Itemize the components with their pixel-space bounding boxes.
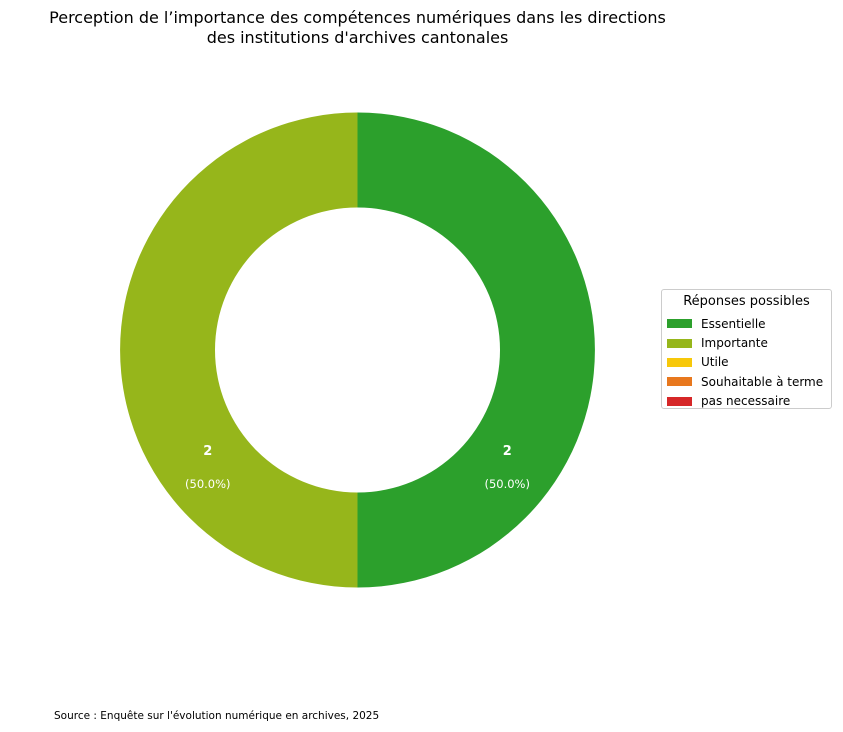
slice-essentielle [357,112,595,588]
slice-percent-label: (50.0%) [484,477,530,491]
legend-swatch [667,357,692,367]
legend-item-essentielle: Essentielle [667,314,826,333]
chart-title-line-2: des institutions d'archives cantonales [206,28,509,47]
legend-items: Essentielle Importante Utile Souhaitable à … [667,314,826,411]
chart-title: Perception de l’importance des compétenc… [0,8,715,48]
legend-item-souhaitable-terme: Souhaitable à terme [667,372,826,391]
slice-percent-label: (50.0%) [185,477,231,491]
legend-swatch [667,396,692,406]
legend-label: Utile [701,355,729,370]
legend-item-importante: Importante [667,333,826,352]
legend-swatch [667,377,692,387]
chart-legend: Réponses possibles Essentielle Importante… [661,289,832,409]
legend-label: Importante [701,336,768,351]
slice-importante [120,112,358,588]
legend-label: Essentielle [701,316,766,331]
legend-title: Réponses possibles [683,294,810,309]
source-note: Source : Enquête sur l'évolution numériq… [54,710,380,722]
legend-swatch [667,319,692,329]
chart-title-line-1: Perception de l’importance des compétenc… [49,8,666,27]
legend-label: Souhaitable à terme [701,374,824,389]
legend-label: pas necessaire [701,394,791,409]
legend-item-pas-necessaire: pas necessaire [667,392,826,411]
legend-swatch [667,338,692,348]
legend-item-utile: Utile [667,353,826,372]
slice-value-label: 2 [203,444,212,459]
slice-value-label: 2 [503,444,512,459]
